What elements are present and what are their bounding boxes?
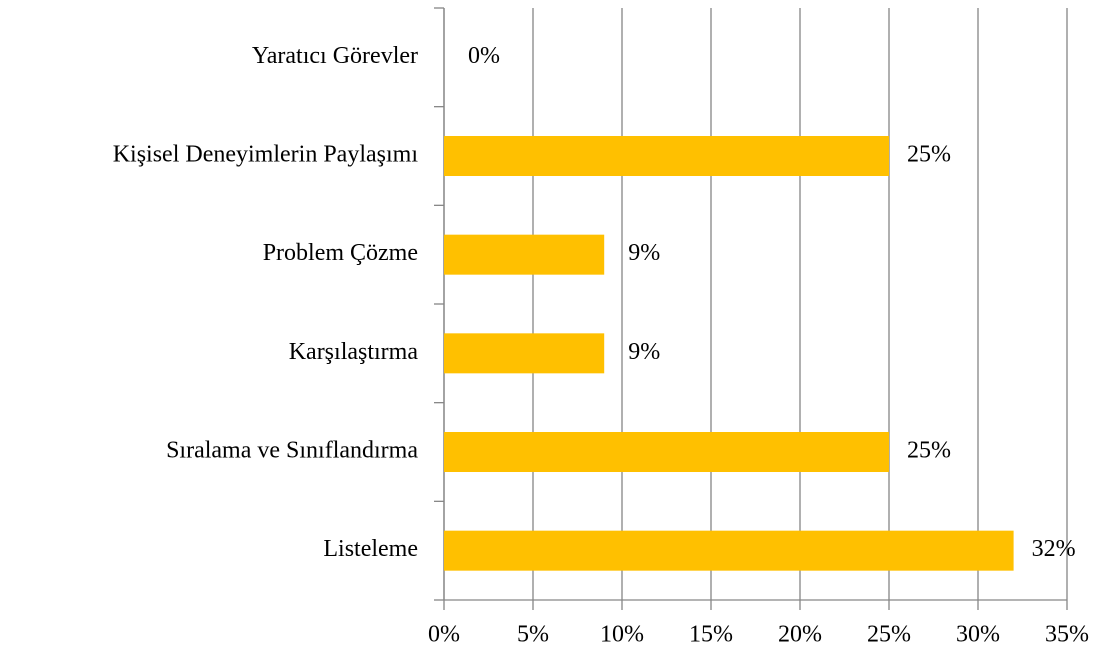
y-tick-label: Problem Çözme	[263, 240, 418, 266]
x-tick-label: 30%	[956, 622, 1000, 648]
y-tick-label: Yaratıcı Görevler	[252, 43, 418, 69]
x-tick-label: 35%	[1045, 622, 1089, 648]
value-label: 25%	[907, 438, 951, 464]
y-tick-label: Kişisel Deneyimlerin Paylaşımı	[113, 142, 419, 168]
y-tick-label: Sıralama ve Sınıflandırma	[166, 438, 418, 464]
y-tick-label: Listeleme	[323, 536, 418, 562]
value-label: 25%	[907, 142, 951, 168]
x-tick-label: 20%	[778, 622, 822, 648]
value-label: 0%	[468, 43, 500, 69]
y-tick-label: Karşılaştırma	[289, 339, 419, 365]
value-label: 32%	[1032, 536, 1076, 562]
bar	[444, 136, 889, 176]
value-label: 9%	[628, 339, 660, 365]
value-label: 9%	[628, 240, 660, 266]
bar	[444, 530, 1014, 571]
x-tick-label: 0%	[428, 622, 460, 648]
x-tick-label: 15%	[689, 622, 733, 648]
bar	[444, 432, 889, 472]
x-tick-label: 25%	[867, 622, 911, 648]
x-tick-label: 5%	[517, 622, 549, 648]
x-tick-label: 10%	[600, 622, 644, 648]
bar	[444, 333, 605, 374]
bar	[444, 234, 605, 275]
